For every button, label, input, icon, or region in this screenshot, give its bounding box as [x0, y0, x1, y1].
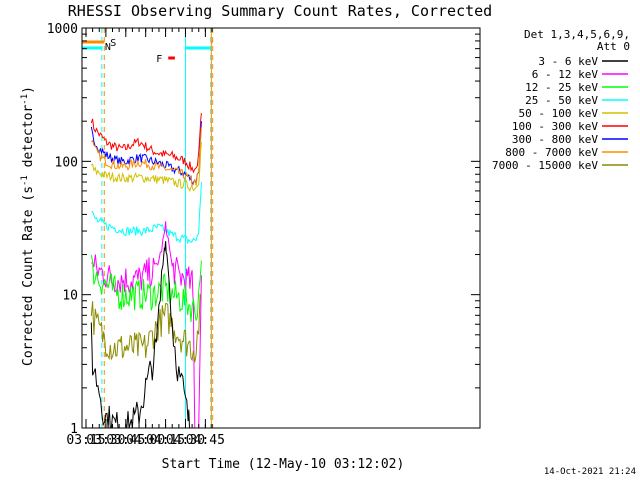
y-tick-label: 1000 [47, 22, 78, 37]
series-line [91, 221, 202, 429]
annotation-bars: SN F [82, 38, 213, 65]
y-axis-label-sup: -1 [20, 94, 30, 105]
y-axis-label-sup: -1 [20, 175, 30, 186]
series-line [91, 181, 202, 245]
axes: 1 10 100 1000 03:1503:3003:4504:0004:1504:30… [47, 22, 481, 448]
x-tick-label: 04:15 [146, 433, 185, 448]
y-tick-label: 10 [62, 289, 78, 304]
y-axis-label-end: ) [21, 86, 36, 94]
legend-label: 100 - 300 keV [512, 120, 598, 133]
detectors-label: Det 1,3,4,5,6,9, [524, 28, 630, 41]
x-axis-label: Start Time (12-May-10 03:12:02) [162, 457, 405, 472]
annotation-label-f: F [156, 54, 162, 65]
y-tick-label: 1 [70, 422, 78, 437]
legend-label: 3 - 6 keV [538, 55, 598, 68]
series-line [90, 113, 202, 174]
plot-frame [81, 27, 481, 429]
x-tick-label: 04:30 [166, 433, 205, 448]
y-axis-label: Corrected Count Rate (s-1 detector-1) [20, 86, 36, 366]
x-tick-label: 03:30 [86, 433, 125, 448]
timestamp: 14-Oct-2021 21:24 [544, 467, 636, 477]
legend-label: 12 - 25 keV [525, 81, 598, 94]
series-group [90, 113, 202, 429]
legend-label: 300 - 800 keV [512, 133, 598, 146]
legend-label: 800 - 7000 keV [505, 146, 598, 159]
legend-label: 50 - 100 keV [519, 107, 599, 120]
annotation-label-n: N [105, 42, 111, 53]
y-axis-label-mid: detector [21, 105, 36, 176]
interval-markers [101, 28, 214, 428]
x-tick-label: 03:45 [106, 433, 145, 448]
series-line [90, 240, 190, 429]
x-tick-label: 03:15 [66, 433, 105, 448]
series-line [90, 127, 202, 186]
y-tick-label: 100 [55, 155, 78, 170]
x-tick-label: 04:00 [126, 433, 165, 448]
chart-title: RHESSI Observing Summary Count Rates, Co… [68, 2, 492, 20]
legend-label: 7000 - 15000 keV [492, 159, 598, 172]
legend-label: 6 - 12 keV [532, 68, 599, 81]
series-line [90, 121, 202, 187]
legend-label: 25 - 50 keV [525, 94, 598, 107]
attenuator-label: Att 0 [597, 40, 630, 53]
series-line [90, 254, 202, 323]
series-line [91, 141, 202, 192]
annotation-label-s: S [110, 38, 116, 49]
series-line [90, 293, 202, 363]
x-tick-label: 04:45 [186, 433, 225, 448]
